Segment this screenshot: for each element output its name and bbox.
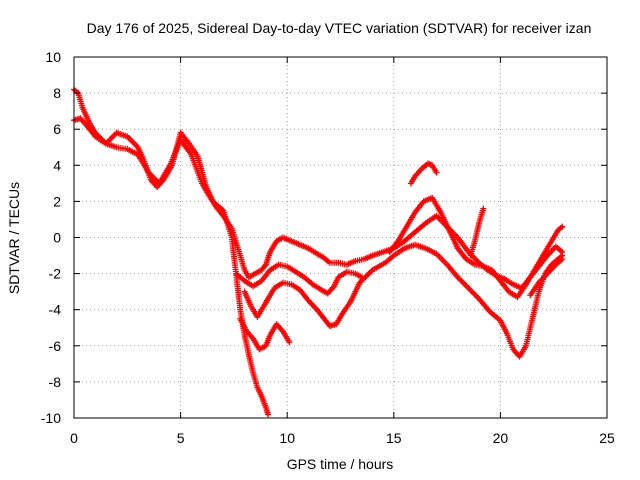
y-tick-label: -6 [49,338,62,354]
x-tick-label: 15 [386,430,402,446]
data-point [559,256,566,263]
y-tick-label: 10 [45,49,61,65]
y-tick-label: -8 [49,374,62,390]
axis-ticks: 0 5 10 15 20 25 -10 -8 -6 -4 -2 0 2 4 6 8 10 [41,49,615,446]
data-point [433,169,440,176]
series-track-6 [386,194,566,301]
series-track-2 [71,86,272,418]
series-track-7 [407,160,440,187]
series-track-4 [233,261,365,297]
y-tick-label: -10 [41,410,61,426]
series-track-5 [241,241,566,360]
x-axis-label: GPS time / hours [287,456,394,472]
x-tick-label: 0 [70,430,78,446]
data-point [480,205,487,212]
y-axis-label: SDTVAR / TECUs [6,182,22,294]
x-tick-label: 5 [177,430,185,446]
data-point [366,269,373,276]
data-point [559,223,566,230]
data-point [362,274,369,281]
y-tick-label: -4 [49,302,62,318]
chart-title: Day 176 of 2025, Sidereal Day-to-day VTE… [87,20,592,36]
y-tick-label: -2 [49,266,62,282]
y-tick-label: 6 [53,121,61,137]
y-tick-label: 8 [53,85,61,101]
grid [74,57,607,418]
x-tick-label: 25 [599,430,615,446]
x-tick-label: 20 [493,430,509,446]
data-point [286,339,293,346]
y-tick-label: 4 [53,157,61,173]
y-tick-label: 2 [53,193,61,209]
plot-frame [73,56,608,419]
data-points [71,86,566,418]
data-point [265,411,272,418]
series-track-1 [71,115,566,292]
y-tick-label: 0 [53,230,61,246]
series-track-8 [467,205,487,259]
data-point [365,271,372,278]
x-tick-label: 10 [279,430,295,446]
series-track-3 [237,315,293,353]
series-track-9 [527,256,566,299]
